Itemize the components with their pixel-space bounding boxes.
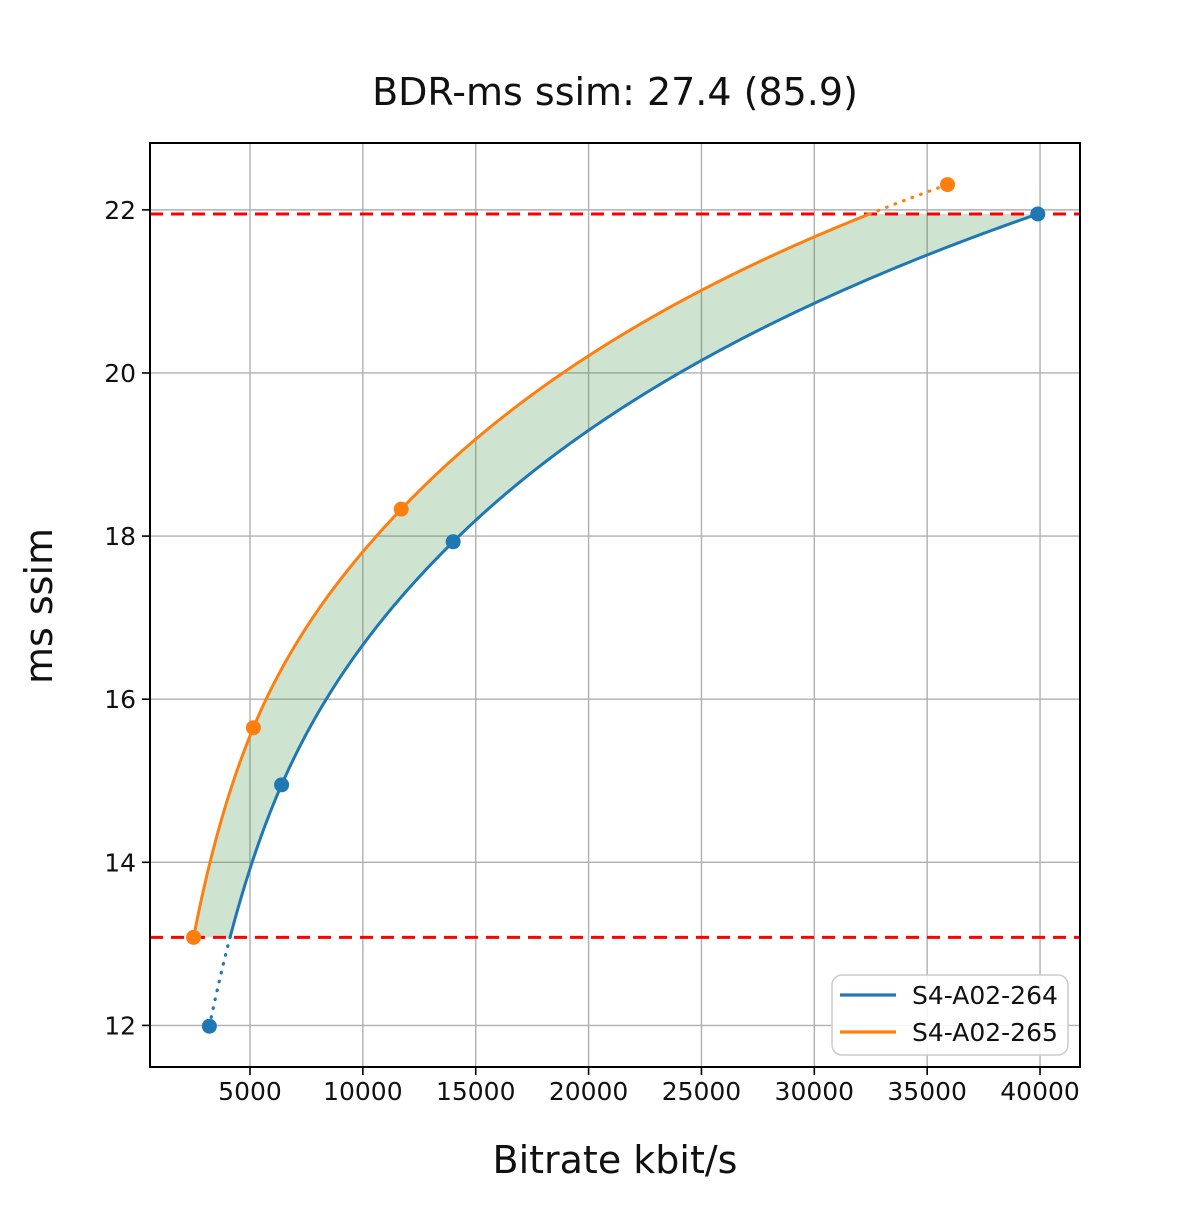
x-tick-label: 20000 [549, 1077, 629, 1106]
x-tick-label: 25000 [662, 1077, 742, 1106]
plot-area [150, 143, 1080, 1067]
series-S4-A02-265-marker [393, 501, 409, 517]
y-tick-label: 12 [104, 1011, 136, 1040]
x-tick-label: 10000 [323, 1077, 403, 1106]
series-S4-A02-265-dotted-extension [868, 182, 950, 216]
x-tick-label: 5000 [218, 1077, 282, 1106]
axis-ticks: 5000 10000 15000 20000 25000 30000 35000 40000 1… [104, 196, 1080, 1106]
x-tick-label: 40000 [1000, 1077, 1080, 1106]
legend: S4-A02-264 S4-A02-265 [831, 974, 1069, 1056]
series-S4-A02-264-marker [274, 777, 290, 793]
y-axis-label: ms ssim [17, 528, 61, 684]
series-S4-A02-264-marker [1030, 206, 1046, 222]
plot-border [149, 142, 1081, 1068]
legend-label-s4-a02-264: S4-A02-264 [912, 981, 1058, 1010]
x-tick-label: 15000 [436, 1077, 516, 1106]
fill-between-region [193, 213, 1038, 938]
x-tick-label: 30000 [775, 1077, 855, 1106]
grid-lines [150, 143, 1080, 1067]
series-S4-A02-264-marker [201, 1018, 217, 1034]
x-axis-label: Bitrate kbit/s [493, 1138, 738, 1182]
series-S4-A02-265-curve [192, 212, 871, 938]
legend-label-s4-a02-265: S4-A02-265 [912, 1018, 1058, 1047]
y-tick-label: 20 [104, 359, 136, 388]
y-tick-label: 22 [104, 196, 136, 225]
y-tick-label: 16 [104, 685, 136, 714]
chart-title: BDR-ms ssim: 27.4 (85.9) [372, 70, 858, 114]
series-S4-A02-265-marker [245, 720, 261, 736]
data-point-markers [186, 177, 1046, 1034]
series-curves [192, 182, 1039, 1028]
y-tick-label: 18 [104, 522, 136, 551]
x-tick-label: 35000 [887, 1077, 967, 1106]
y-tick-label: 14 [104, 848, 136, 877]
series-S4-A02-264-marker [445, 534, 461, 550]
bd-overlap-fill [193, 213, 1038, 938]
reference-lines [150, 212, 1080, 939]
series-S4-A02-265-marker [940, 177, 955, 193]
series-S4-A02-265-marker [186, 929, 202, 945]
series-S4-A02-264-dotted-extension [207, 935, 232, 1028]
series-S4-A02-264-curve [228, 212, 1039, 939]
